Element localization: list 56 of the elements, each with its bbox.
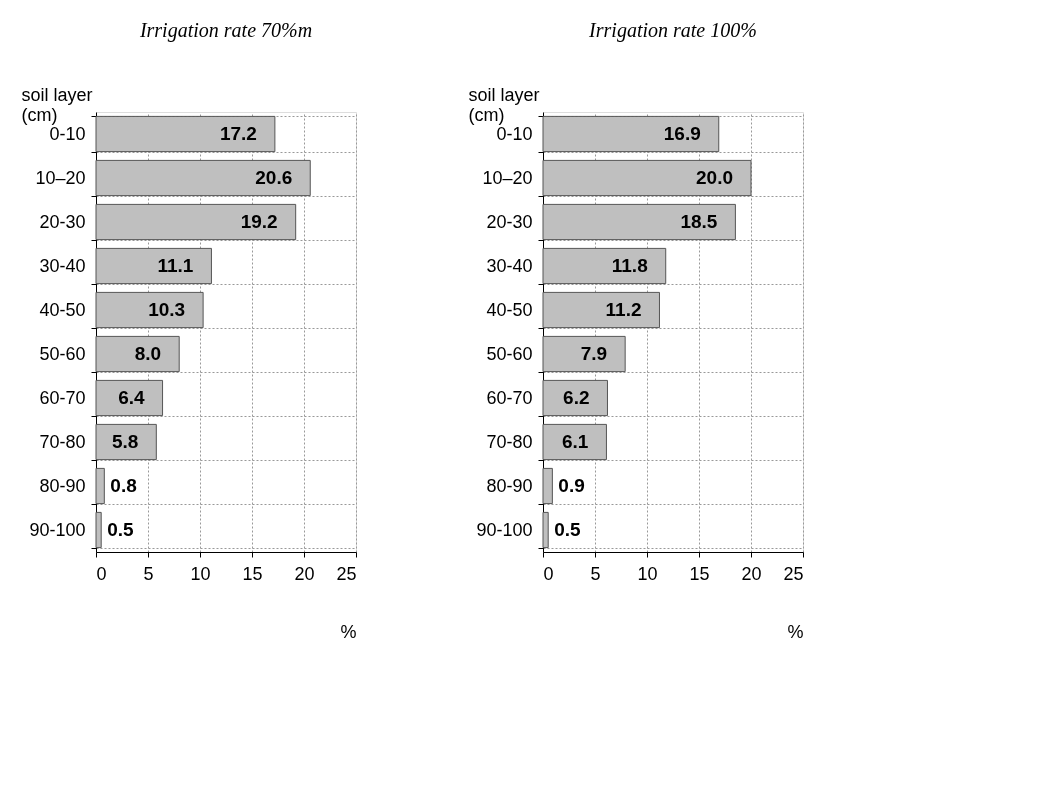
y-tick-label: 70-80 <box>39 431 86 452</box>
data-label: 5.8 <box>111 431 139 452</box>
y-tick-label: 80-90 <box>486 475 533 496</box>
data-label: 6.1 <box>562 431 589 452</box>
x-axis-title: % <box>340 621 357 642</box>
x-tick-label: 15 <box>689 563 710 584</box>
data-label: 7.9 <box>580 343 608 364</box>
data-label: 20.6 <box>255 167 293 188</box>
data-label: 8.0 <box>134 343 162 364</box>
x-tick-label: 10 <box>190 563 211 584</box>
data-label: 11.8 <box>611 255 648 276</box>
x-tick-label: 10 <box>637 563 658 584</box>
y-tick-label: 50-60 <box>486 343 533 364</box>
y-axis-title: soil layer (cm) <box>21 84 93 125</box>
y-tick-label: 90-100 <box>29 519 86 540</box>
y-tick-label: 30-40 <box>39 255 86 276</box>
data-label: 0.5 <box>107 519 135 540</box>
y-tick-label: 70-80 <box>486 431 533 452</box>
y-axis-title: soil layer (cm) <box>468 84 540 125</box>
y-tick-label: 80-90 <box>39 475 86 496</box>
y-tick-label: 40-50 <box>486 299 533 320</box>
x-axis-title: % <box>787 621 804 642</box>
data-label: 0.9 <box>558 475 585 496</box>
y-tick-label: 60-70 <box>486 387 533 408</box>
y-tick-label: 20-30 <box>486 211 533 232</box>
data-label: 11.1 <box>157 255 194 276</box>
y-tick-label: 30-40 <box>486 255 533 276</box>
y-tick-label: 10–20 <box>482 167 533 188</box>
y-tick-label: 10–20 <box>35 167 86 188</box>
x-tick-label: 5 <box>143 563 154 584</box>
data-label: 19.2 <box>240 211 278 232</box>
x-tick-label: 5 <box>590 563 601 584</box>
data-label: 18.5 <box>680 211 718 232</box>
data-label: 16.9 <box>663 123 701 144</box>
x-tick-label: 25 <box>336 563 357 584</box>
data-label: 6.2 <box>563 387 590 408</box>
y-tick-label: 90-100 <box>476 519 533 540</box>
y-tick-label: 50-60 <box>39 343 86 364</box>
x-tick-label: 20 <box>741 563 762 584</box>
data-label: 20.0 <box>696 167 733 188</box>
x-tick-label: 0 <box>96 563 107 584</box>
data-label: 10.3 <box>148 299 186 320</box>
data-label: 11.2 <box>605 299 642 320</box>
y-tick-label: 40-50 <box>39 299 86 320</box>
x-tick-label: 15 <box>242 563 263 584</box>
data-label: 0.5 <box>554 519 582 540</box>
y-tick-label: 20-30 <box>39 211 86 232</box>
data-label: 17.2 <box>219 123 257 144</box>
data-label: 0.8 <box>110 475 137 496</box>
x-tick-label: 25 <box>783 563 804 584</box>
data-label: 6.4 <box>118 387 145 408</box>
chart-title: Irrigation rate 100% <box>588 19 757 42</box>
chart-title: Irrigation rate 70%m <box>138 19 313 42</box>
y-tick-label: 60-70 <box>39 387 86 408</box>
x-tick-label: 20 <box>294 563 315 584</box>
x-tick-label: 0 <box>543 563 554 584</box>
